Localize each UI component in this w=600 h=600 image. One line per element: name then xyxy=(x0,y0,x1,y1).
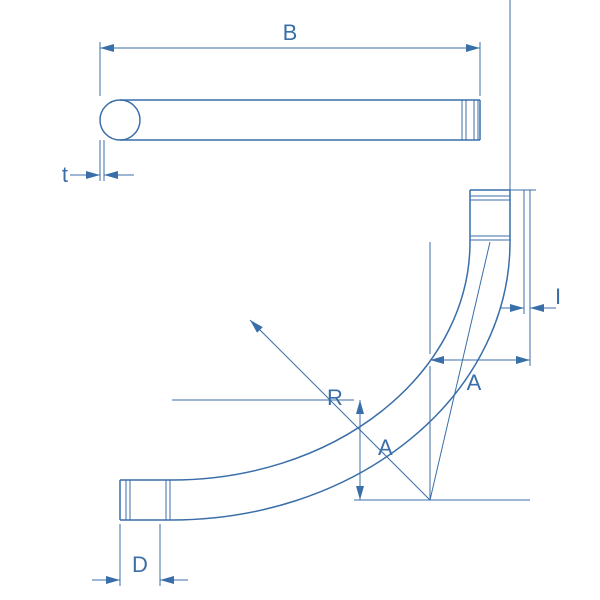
label-A-right: A xyxy=(467,370,482,395)
label-D: D xyxy=(132,552,148,577)
label-A-bottom: A xyxy=(378,435,393,460)
label-I: I xyxy=(555,284,561,309)
label-R: R xyxy=(327,385,343,410)
label-B: B xyxy=(283,20,298,45)
label-t: t xyxy=(62,162,68,187)
